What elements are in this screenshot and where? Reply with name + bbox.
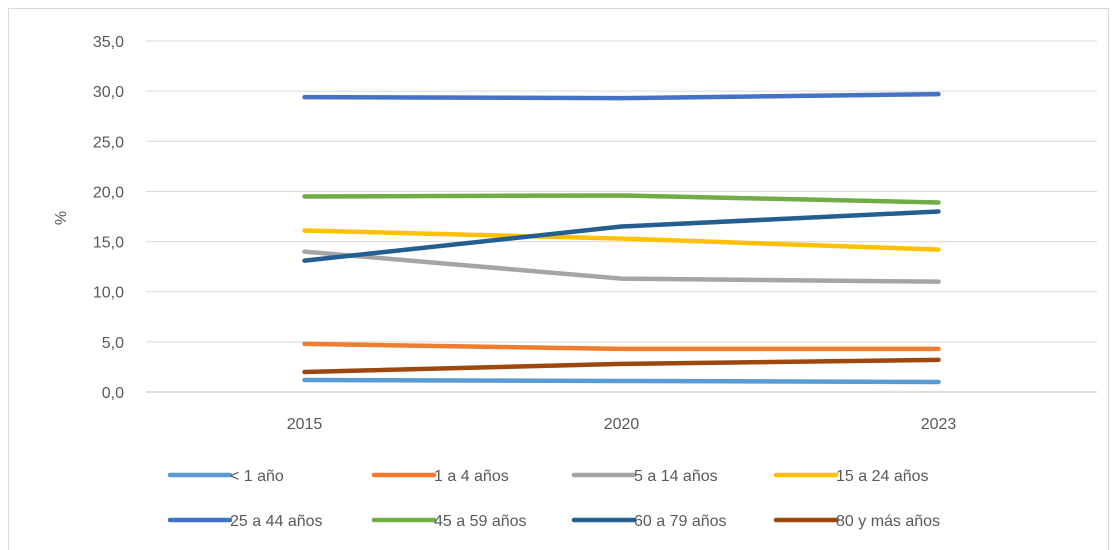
x-axis-ticks: 2015 2020 2023 bbox=[287, 416, 957, 433]
legend-label: 80 y más años bbox=[836, 513, 940, 530]
x-tick-label: 2020 bbox=[604, 416, 640, 433]
legend-item: 1 a 4 años bbox=[371, 468, 509, 485]
series-line bbox=[302, 249, 941, 284]
series-line bbox=[302, 357, 941, 375]
legend-item: 15 a 24 años bbox=[773, 468, 929, 485]
y-tick-label: 25,0 bbox=[93, 134, 124, 151]
series-lines bbox=[302, 91, 941, 385]
legend-label: 25 a 44 años bbox=[230, 513, 323, 530]
x-tick-label: 2023 bbox=[921, 416, 957, 433]
chart-border bbox=[8, 8, 1109, 550]
y-axis-ticks: 0,0 5,0 10,0 15,0 20,0 25,0 30,0 35,0 bbox=[93, 34, 124, 402]
y-axis-title: % bbox=[53, 211, 70, 225]
legend-label: 5 a 14 años bbox=[634, 468, 718, 485]
x-tick-label: 2015 bbox=[287, 416, 323, 433]
legend-item: 60 a 79 años bbox=[571, 513, 727, 530]
y-tick-label: 10,0 bbox=[93, 285, 124, 302]
legend-label: 15 a 24 años bbox=[836, 468, 929, 485]
series-line bbox=[302, 91, 941, 101]
legend-label: 60 a 79 años bbox=[634, 513, 727, 530]
legend: < 1 año 1 a 4 años 5 a 14 años 15 a 24 años… bbox=[167, 468, 940, 530]
series-line bbox=[302, 209, 941, 263]
series-line bbox=[302, 228, 941, 252]
y-tick-label: 35,0 bbox=[93, 34, 124, 51]
series-line bbox=[302, 377, 941, 385]
legend-item: < 1 año bbox=[167, 468, 284, 485]
series-line bbox=[302, 341, 941, 352]
y-tick-label: 20,0 bbox=[93, 184, 124, 201]
y-tick-label: 15,0 bbox=[93, 235, 124, 252]
legend-item: 5 a 14 años bbox=[571, 468, 718, 485]
y-tick-label: 0,0 bbox=[102, 385, 124, 402]
legend-item: 45 a 59 años bbox=[371, 513, 527, 530]
series-line bbox=[302, 193, 941, 205]
y-tick-label: 30,0 bbox=[93, 84, 124, 101]
y-tick-label: 5,0 bbox=[102, 335, 124, 352]
legend-item: 25 a 44 años bbox=[167, 513, 323, 530]
legend-label: 1 a 4 años bbox=[434, 468, 509, 485]
legend-label: 45 a 59 años bbox=[434, 513, 527, 530]
legend-item: 80 y más años bbox=[773, 513, 940, 530]
legend-label: < 1 año bbox=[230, 468, 284, 485]
